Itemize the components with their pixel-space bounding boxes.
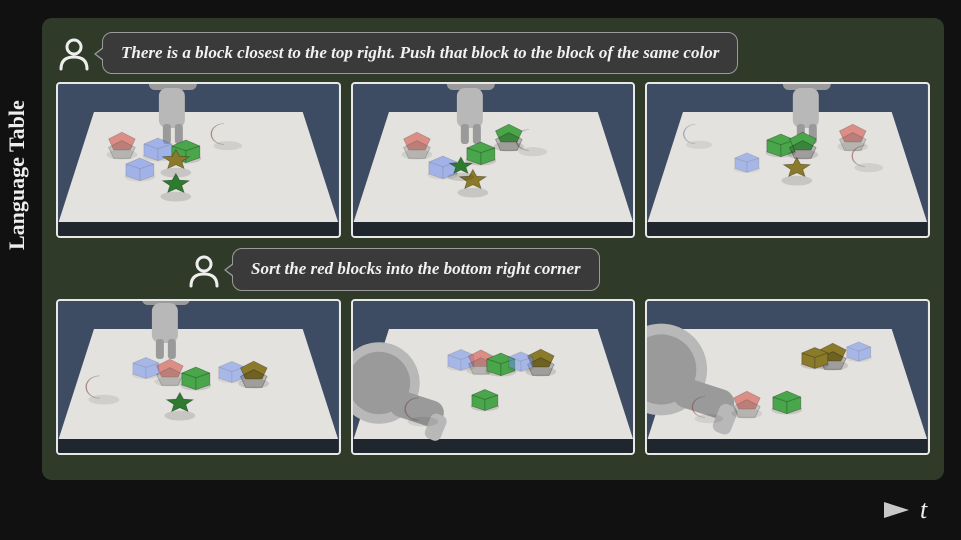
timeline-label: t xyxy=(920,495,927,525)
speech-bubble: Sort the red blocks into the bottom righ… xyxy=(232,248,600,290)
frame-1-2 xyxy=(645,299,930,455)
frame-0-1 xyxy=(351,82,636,238)
y-axis-label: Language Table xyxy=(4,100,30,250)
sequence-row-1: Sort the red blocks into the bottom righ… xyxy=(56,248,930,464)
prompt-row: Sort the red blocks into the bottom righ… xyxy=(186,248,930,290)
frame-0-2 xyxy=(645,82,930,238)
speech-bubble: There is a block closest to the top righ… xyxy=(102,32,738,74)
frame-1-0 xyxy=(56,299,341,455)
prompt-row: There is a block closest to the top righ… xyxy=(56,32,930,74)
timeline-arrow xyxy=(44,496,914,524)
panel-language-table: There is a block closest to the top righ… xyxy=(42,18,944,480)
frame-0-0 xyxy=(56,82,341,238)
timeline: t xyxy=(44,490,944,530)
prompt-text: Sort the red blocks into the bottom righ… xyxy=(251,259,581,278)
person-icon xyxy=(186,252,222,288)
prompt-text: There is a block closest to the top righ… xyxy=(121,43,719,62)
frame-strip xyxy=(56,82,930,238)
frame-1-1 xyxy=(351,299,636,455)
frame-strip xyxy=(56,299,930,455)
person-icon xyxy=(56,35,92,71)
sequence-row-0: There is a block closest to the top righ… xyxy=(56,32,930,248)
